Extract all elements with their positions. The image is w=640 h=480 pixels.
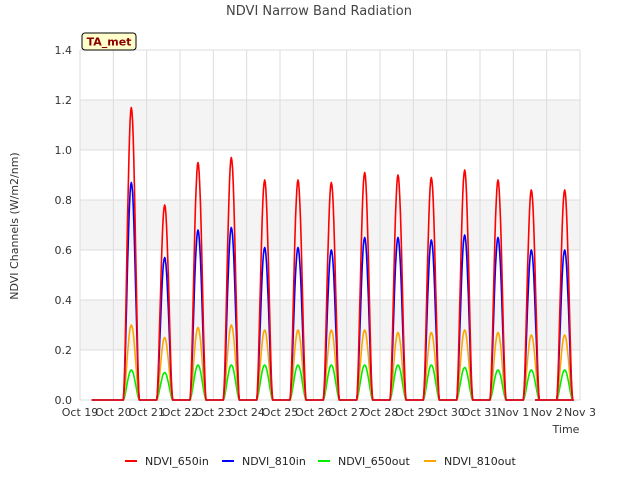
- y-tick-label: 1.2: [55, 94, 73, 107]
- x-tick-label: Oct 21: [128, 406, 165, 419]
- x-tick-label: Oct 19: [62, 406, 99, 419]
- x-tick-label: Oct 27: [328, 406, 365, 419]
- x-tick-label: Oct 20: [95, 406, 132, 419]
- y-tick-label: 1.4: [55, 44, 73, 57]
- y-tick-label: 0.2: [55, 344, 73, 357]
- y-tick-label: 0.8: [55, 194, 73, 207]
- y-axis-label: NDVI Channels (W/m2/nm): [8, 152, 21, 299]
- legend: NDVI_650in NDVI_810in NDVI_650out NDVI_810o…: [125, 455, 516, 468]
- x-tick-label: Nov 2: [531, 406, 563, 419]
- annotation-label: TA_met: [87, 36, 132, 49]
- x-tick-label: Nov 3: [564, 406, 596, 419]
- x-tick-label: Oct 23: [195, 406, 232, 419]
- x-tick-label: Oct 29: [395, 406, 432, 419]
- y-tick-label: 0.6: [55, 244, 73, 257]
- grid-band: [80, 300, 580, 350]
- legend-label: NDVI_810out: [444, 455, 516, 468]
- x-tick-label: Oct 25: [262, 406, 299, 419]
- y-tick-label: 0.4: [55, 294, 73, 307]
- legend-label: NDVI_650out: [338, 455, 410, 468]
- x-tick-label: Oct 30: [428, 406, 465, 419]
- x-tick-label: Oct 24: [228, 406, 265, 419]
- x-tick-label: Oct 28: [362, 406, 399, 419]
- y-tick-label: 1.0: [55, 144, 73, 157]
- legend-label: NDVI_650in: [145, 455, 209, 468]
- x-tick-label: Oct 31: [462, 406, 499, 419]
- x-tick-label: Oct 26: [295, 406, 332, 419]
- annotation-box: [81, 32, 137, 51]
- grid-band: [80, 100, 580, 150]
- chart-title: NDVI Narrow Band Radiation: [226, 4, 412, 19]
- y-tick-labels: 0.0 0.2 0.4 0.6 0.8 1.0 1.2 1.4: [55, 44, 73, 407]
- annotation-badge: TA_met: [81, 32, 137, 51]
- x-tick-label: Oct 22: [162, 406, 199, 419]
- series-lines: [91, 106, 575, 401]
- plot-background: [80, 50, 580, 400]
- series-line-NDVI_650in: [91, 106, 575, 401]
- y-tick-label: 0.0: [55, 394, 73, 407]
- x-tick-label: Nov 1: [497, 406, 529, 419]
- x-axis-label: Time: [552, 423, 580, 436]
- grid: [79, 49, 581, 401]
- legend-label: NDVI_810in: [242, 455, 306, 468]
